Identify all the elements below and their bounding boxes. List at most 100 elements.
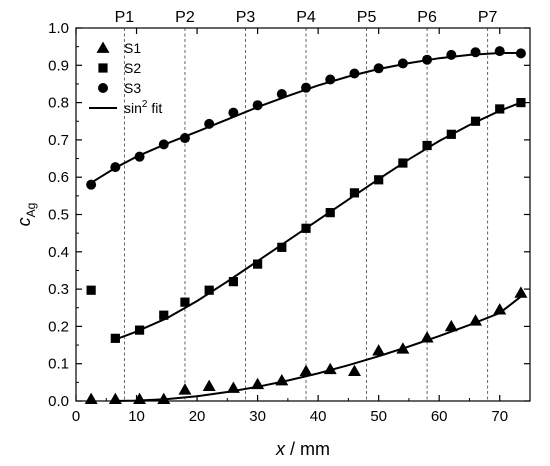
legend: S1 S2 S3 sin2 fit <box>89 40 162 116</box>
y-tick-label: 0.5 <box>48 207 69 224</box>
data-point-s3 <box>325 74 336 85</box>
data-point-s3 <box>373 63 384 74</box>
data-point-s2 <box>470 116 481 126</box>
data-point-s2 <box>228 277 238 287</box>
position-label-p5: P5 <box>357 9 377 26</box>
legend-marker-s1 <box>96 41 110 53</box>
data-point-s1 <box>372 344 386 356</box>
y-tick-label: 0.1 <box>48 356 69 373</box>
data-point-s3 <box>252 100 263 111</box>
data-point-s3 <box>422 54 433 65</box>
data-point-s3 <box>158 139 169 150</box>
data-point-s1 <box>275 373 289 386</box>
data-point-s2 <box>374 175 384 185</box>
y-axis-variable: c <box>14 217 34 226</box>
x-axis-unit: / mm <box>285 439 330 459</box>
y-tick-label: 0.4 <box>48 244 69 261</box>
data-point-s2 <box>325 208 335 218</box>
y-tick-label: 0.7 <box>48 132 69 149</box>
data-point-s3 <box>446 49 457 60</box>
data-point-s3 <box>349 68 360 79</box>
data-point-s1 <box>251 377 265 390</box>
data-point-s2 <box>86 285 96 295</box>
x-tick-label: 50 <box>370 408 387 425</box>
data-point-s2 <box>204 285 214 295</box>
y-tick-label: 0.0 <box>48 393 69 410</box>
legend-marker-s3 <box>98 83 108 93</box>
y-tick-label: 0.9 <box>48 57 69 74</box>
data-point-s3 <box>494 46 505 57</box>
y-axis-title: cAg <box>14 203 38 227</box>
data-point-s3 <box>276 89 287 100</box>
data-point-s2 <box>110 333 120 343</box>
position-label-p3: P3 <box>236 9 256 26</box>
position-label-p2: P2 <box>175 9 195 26</box>
data-point-s2 <box>398 158 408 168</box>
data-point-s2 <box>180 297 190 307</box>
data-point-s3 <box>228 107 239 118</box>
data-point-s1 <box>299 364 313 377</box>
position-label-p4: P4 <box>296 9 316 26</box>
position-label-p1: P1 <box>115 9 135 26</box>
legend-marker-s2 <box>98 63 108 73</box>
fit-line-s2 <box>114 101 522 341</box>
data-point-s3 <box>301 82 312 93</box>
x-axis-title: x / mm <box>275 439 330 459</box>
y-axis-subscript: Ag <box>24 203 38 218</box>
x-tick-label: 10 <box>128 408 145 425</box>
data-point-s1 <box>84 392 98 405</box>
data-point-s1 <box>514 286 528 298</box>
data-point-s2 <box>446 129 456 139</box>
data-point-s1 <box>108 392 122 405</box>
data-point-s3 <box>515 48 526 59</box>
x-axis-variable: x <box>275 439 286 459</box>
axes: 0 10 20 30 40 50 60 70 0.0 0.1 0.2 0.3 0.4 0.5 0.6 0.7 0… <box>48 20 530 425</box>
data-point-s1 <box>133 392 147 405</box>
legend-label-fit: sin2 fit <box>124 99 162 116</box>
x-tick-label: 60 <box>431 408 448 425</box>
legend-label-s3: S3 <box>124 80 141 96</box>
data-point-s3 <box>179 133 190 144</box>
x-tick-label: 30 <box>249 408 266 425</box>
legend-label-s2: S2 <box>124 60 141 76</box>
data-point-s2 <box>495 104 505 114</box>
data-point-s1 <box>178 383 192 395</box>
position-label-p6: P6 <box>417 9 437 26</box>
data-point-s1 <box>396 342 410 354</box>
data-point-s2 <box>159 310 169 320</box>
y-tick-label: 0.6 <box>48 169 69 186</box>
data-point-s2 <box>301 223 311 233</box>
data-point-s3 <box>470 47 481 58</box>
x-tick-label: 0 <box>72 408 80 425</box>
data-point-s2 <box>349 188 360 198</box>
data-point-s3 <box>204 118 215 129</box>
x-tick-label: 70 <box>491 408 508 425</box>
data-point-s3 <box>86 179 97 190</box>
data-point-s1 <box>202 379 216 391</box>
data-point-s2 <box>277 242 287 252</box>
data-point-s1 <box>323 362 337 375</box>
y-tick-label: 0.8 <box>48 95 69 112</box>
data-point-s2 <box>253 259 263 269</box>
data-point-s3 <box>134 151 145 162</box>
data-point-s1 <box>469 314 483 326</box>
data-point-s2 <box>134 325 145 335</box>
position-label-p7: P7 <box>478 9 498 26</box>
legend-label-s1: S1 <box>124 40 141 56</box>
y-tick-label: 1.0 <box>48 20 69 37</box>
data-point-s2 <box>516 98 526 108</box>
fit-line-s1 <box>115 295 522 402</box>
data-point-s1 <box>444 319 458 332</box>
y-tick-label: 0.3 <box>48 281 69 298</box>
x-tick-label: 20 <box>189 408 206 425</box>
position-lines: P1 P2 P3 P4 P5 P6 P7 <box>115 9 498 401</box>
data-point-s2 <box>422 140 432 151</box>
data-point-s1 <box>347 364 361 377</box>
data-point-s1 <box>493 303 507 315</box>
data-point-s3 <box>110 162 121 173</box>
data-point-s1 <box>226 381 240 393</box>
data-point-s1 <box>420 331 434 343</box>
x-tick-label: 40 <box>310 408 327 425</box>
data-point-s3 <box>397 58 408 69</box>
